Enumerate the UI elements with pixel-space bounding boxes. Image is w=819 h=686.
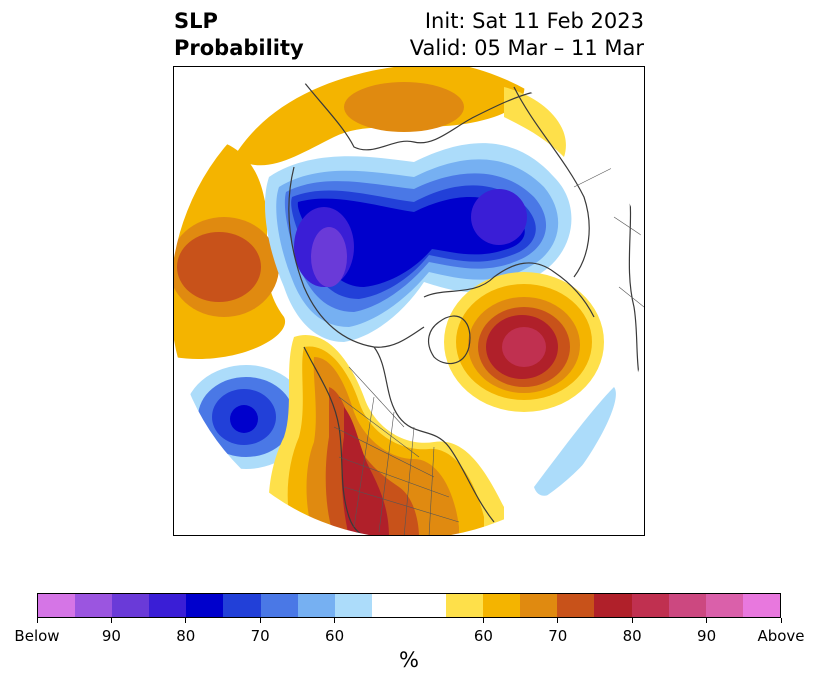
colorbar-tick-mark (259, 618, 261, 623)
colorbar-swatch (334, 594, 372, 617)
below-trough-80 (297, 196, 525, 287)
colorbar-tick-label: 90 (101, 627, 121, 645)
valid-range: Valid: 05 Mar – 11 Mar (409, 36, 644, 60)
below-trough-90-west (311, 227, 347, 287)
above-region-north-core (344, 82, 464, 132)
colorbar-swatch (557, 594, 595, 617)
colorbar-swatch (186, 594, 224, 617)
colorbar-swatch (520, 594, 558, 617)
colorbar-tick-label: 80 (622, 627, 642, 645)
title-line-2: Probability (174, 36, 304, 60)
colorbar-swatch (631, 594, 669, 617)
colorbar-swatch (668, 594, 706, 617)
colorbar-tick-mark (482, 618, 484, 623)
colorbar-tick-label: Below (14, 627, 60, 645)
colorbar-swatch (742, 594, 780, 617)
above-region-namerica-80 (341, 407, 389, 535)
colorbar-tick-label: Above (757, 627, 805, 645)
colorbar-tick-mark (334, 618, 336, 623)
above-region-atlantic-core (502, 327, 546, 367)
colorbar (37, 593, 781, 618)
colorbar-tick-label: 60 (325, 627, 345, 645)
colorbar-tick-mark (36, 618, 38, 623)
colorbar-swatch (371, 594, 409, 617)
colorbar-swatch (705, 594, 743, 617)
colorbar-tick-label: 70 (250, 627, 270, 645)
colorbar-tick-mark (185, 618, 187, 623)
colorbar-tick-label: 80 (176, 627, 196, 645)
colorbar-tick-label: 90 (697, 627, 717, 645)
colorbar-swatch (446, 594, 484, 617)
colorbar-unit-label: % (399, 648, 419, 672)
colorbar-swatch (223, 594, 261, 617)
title-line-1: SLP (174, 9, 218, 33)
colorbar-tick-label: 60 (473, 627, 493, 645)
title-left: SLP Probability (174, 8, 304, 62)
colorbar-swatch (594, 594, 632, 617)
colorbar-swatch (149, 594, 187, 617)
below-trough-85-east (471, 189, 527, 245)
colorbar-swatch (260, 594, 298, 617)
colorbar-swatch (75, 594, 113, 617)
colorbar-swatch (38, 594, 76, 617)
probability-fields (174, 67, 644, 535)
above-region-west-center (177, 232, 261, 302)
below-region-pacific-core (230, 405, 258, 433)
colorbar-tick-label: 70 (548, 627, 568, 645)
colorbar-swatch (408, 594, 447, 617)
below-region-atlantic (534, 387, 616, 496)
map-panel (173, 66, 645, 536)
colorbar-swatch (483, 594, 521, 617)
colorbar-swatch (297, 594, 335, 617)
init-date: Init: Sat 11 Feb 2023 (424, 9, 644, 33)
probability-map (174, 67, 644, 535)
colorbar-tick-mark (780, 618, 782, 623)
colorbar-tick-mark (557, 618, 559, 623)
colorbar-swatch (112, 594, 150, 617)
colorbar-tick-mark (706, 618, 708, 623)
title-right: Init: Sat 11 Feb 2023 Valid: 05 Mar – 11… (410, 8, 644, 62)
colorbar-tick-mark (631, 618, 633, 623)
colorbar-tick-mark (110, 618, 112, 623)
